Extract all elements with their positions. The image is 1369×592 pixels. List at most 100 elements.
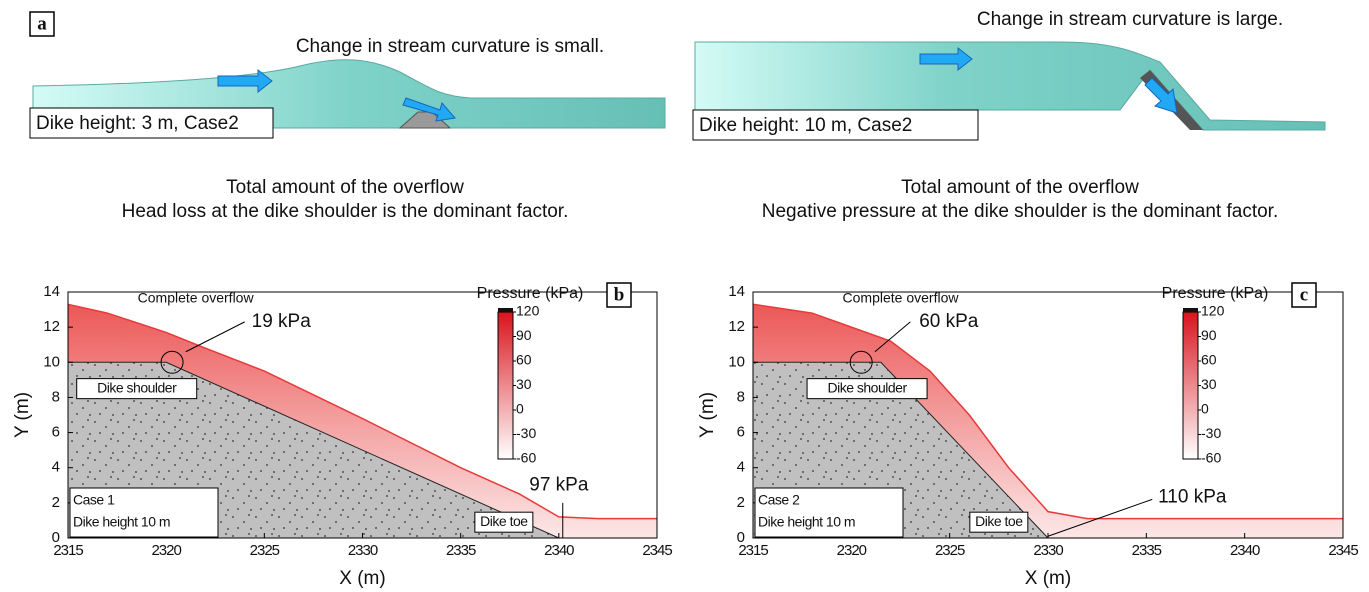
y-tick-label: 12 xyxy=(728,318,745,335)
label-box xyxy=(969,511,1029,533)
y-tick-label: 6 xyxy=(737,424,745,441)
y-tick-label: 4 xyxy=(737,459,745,476)
colorbar xyxy=(497,311,514,460)
annotation: Complete overflow xyxy=(843,290,960,306)
caption: Negative pressure at the dike shoulder i… xyxy=(762,201,1278,222)
box-label: Dike height: 10 m, Case2 xyxy=(699,115,912,136)
x-tick-label: 2320 xyxy=(151,542,181,559)
panel-label: b xyxy=(614,284,625,305)
panel-label-box xyxy=(29,11,55,37)
panel-label-box xyxy=(1291,282,1317,308)
y-axis-label: Y (m) xyxy=(697,392,718,438)
y-tick-label: 0 xyxy=(52,529,60,546)
y-tick-label: 6 xyxy=(52,424,60,441)
colorbar-title: Pressure (kPa) xyxy=(1162,285,1269,302)
water-surface xyxy=(67,303,657,520)
y-tick-label: 0 xyxy=(737,529,745,546)
shoulder-marker xyxy=(160,350,184,374)
y-tick-label: 2 xyxy=(737,494,745,511)
y-tick-label: 2 xyxy=(52,494,60,511)
colorbar-tick-label: 90 xyxy=(1201,327,1217,343)
colorbar-cap xyxy=(1183,308,1198,312)
colorbar-tick-label: 90 xyxy=(516,327,532,343)
caption: Total amount of the overflow xyxy=(901,177,1139,198)
annotation: Dike height 10 m xyxy=(758,514,855,530)
x-tick-label: 2340 xyxy=(544,542,574,559)
annotation: Dike shoulder xyxy=(828,379,908,395)
annotation: Complete overflow xyxy=(138,290,255,306)
x-tick-label: 2320 xyxy=(837,542,867,559)
annotation: Change in stream curvature is small. xyxy=(296,36,604,57)
annotation: 97 kPa xyxy=(529,474,589,495)
annotation: Dike toe xyxy=(480,513,528,529)
x-tick-label: 2345 xyxy=(642,542,672,559)
annotation: Case 2 xyxy=(758,492,800,508)
colorbar-title: Pressure (kPa) xyxy=(477,285,584,302)
label-box xyxy=(754,487,904,538)
colorbar-tick-label: 30 xyxy=(1201,376,1217,392)
panel-label: a xyxy=(37,13,47,34)
annotation: Dike toe xyxy=(975,513,1023,529)
y-tick-label: 8 xyxy=(52,388,60,405)
x-tick-label: 2335 xyxy=(446,542,476,559)
annotation: Case 1 xyxy=(73,492,115,508)
panel-label-box xyxy=(606,282,632,308)
leader-line xyxy=(1047,498,1153,537)
x-tick-label: 2315 xyxy=(738,542,768,559)
x-axis-label: X (m) xyxy=(339,568,385,589)
x-tick-label: 2335 xyxy=(1132,542,1162,559)
annotation: 19 kPa xyxy=(252,311,312,332)
colorbar-tick-label: 120 xyxy=(516,303,540,319)
caption: Total amount of the overflow xyxy=(226,177,464,198)
colorbar-tick-label: 60 xyxy=(1201,352,1217,368)
label-box xyxy=(806,378,928,400)
colorbar-tick-label: -30 xyxy=(1201,425,1221,441)
x-tick-label: 2345 xyxy=(1328,542,1358,559)
annotation: Dike height 10 m xyxy=(73,514,170,530)
x-tick-label: 2330 xyxy=(348,542,378,559)
annotation: 110 kPa xyxy=(1158,487,1227,508)
y-tick-label: 14 xyxy=(728,283,745,300)
annotation: Change in stream curvature is large. xyxy=(977,9,1283,30)
colorbar-tick-label: -30 xyxy=(516,425,536,441)
y-tick-label: 4 xyxy=(52,459,60,476)
colorbar-tick-label: 120 xyxy=(1201,303,1225,319)
flow-arrow xyxy=(919,46,973,72)
x-tick-label: 2340 xyxy=(1230,542,1260,559)
y-tick-label: 12 xyxy=(43,318,60,335)
label-box xyxy=(692,109,979,141)
colorbar-tick-label: 0 xyxy=(1201,401,1209,417)
colorbar-tick-label: 60 xyxy=(516,352,532,368)
leader-line xyxy=(185,321,245,353)
annotation: 60 kPa xyxy=(919,311,979,332)
panel-label: c xyxy=(1300,284,1308,305)
y-tick-label: 10 xyxy=(728,353,745,370)
colorbar-tick-label: 30 xyxy=(516,376,532,392)
y-axis-label: Y (m) xyxy=(12,392,33,438)
box-label: Dike height: 3 m, Case2 xyxy=(36,113,239,134)
y-tick-label: 10 xyxy=(43,353,60,370)
label-box xyxy=(474,511,534,533)
dike-outline xyxy=(753,361,1049,539)
colorbar-cap xyxy=(498,308,513,312)
water-surface xyxy=(752,303,1343,520)
x-tick-label: 2330 xyxy=(1033,542,1063,559)
x-tick-label: 2325 xyxy=(935,542,965,559)
dike-outline xyxy=(68,361,560,539)
x-axis-label: X (m) xyxy=(1025,568,1071,589)
shoulder-marker xyxy=(849,350,873,374)
colorbar-tick-label: -60 xyxy=(1201,450,1221,466)
colorbar-tick-label: 0 xyxy=(516,401,524,417)
flow-arrow xyxy=(402,97,456,122)
y-tick-label: 14 xyxy=(43,283,60,300)
annotation: Dike shoulder xyxy=(97,379,177,395)
caption: Head loss at the dike shoulder is the do… xyxy=(122,201,569,222)
label-box xyxy=(29,107,274,139)
label-box xyxy=(69,487,219,538)
flow-arrow xyxy=(1144,77,1178,114)
flow-arrow xyxy=(217,68,273,94)
colorbar-tick-label: -60 xyxy=(516,450,536,466)
leader-line xyxy=(874,321,911,353)
